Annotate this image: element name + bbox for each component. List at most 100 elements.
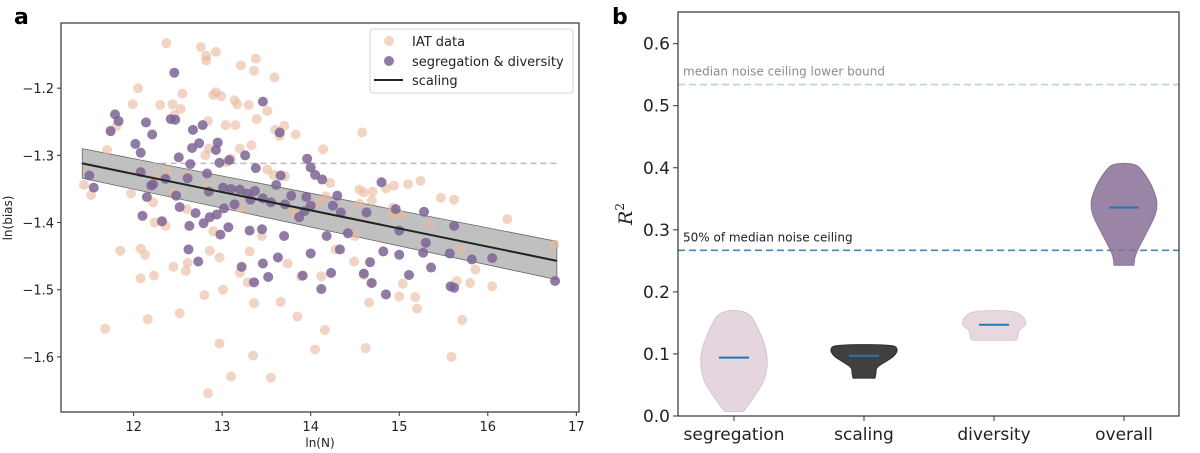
x-axis-ticks-a: 12 13 14 15 16 17: [125, 412, 585, 435]
x-tick-label: 17: [568, 420, 585, 435]
segregation-diversity-point: [171, 190, 182, 201]
segregation-diversity-point: [317, 174, 328, 185]
iat-data-point: [226, 371, 237, 382]
iat-data-point: [251, 114, 262, 125]
iat-data-point: [262, 106, 273, 117]
segregation-diversity-point: [113, 116, 124, 127]
iat-data-point: [115, 245, 126, 256]
reference-line-label: 50% of median noise ceiling: [683, 230, 853, 244]
segregation-diversity-point: [550, 275, 561, 286]
iat-data-point: [325, 177, 336, 188]
iat-data-point: [249, 298, 260, 309]
y-tick-label: 0.1: [643, 345, 670, 365]
iat-data-point: [210, 46, 221, 57]
segregation-diversity-point: [84, 170, 95, 181]
iat-data-point: [456, 244, 467, 255]
iat-data-point: [470, 264, 481, 275]
reference-lines-b: median noise ceiling lower bound 50% of m…: [678, 65, 1179, 252]
violin-scaling: [830, 344, 898, 379]
iat-data-point: [174, 308, 185, 319]
iat-data-point: [319, 325, 330, 336]
iat-data-point: [177, 88, 188, 99]
segregation-diversity-point: [366, 278, 377, 289]
segregation-diversity-point: [202, 168, 213, 179]
segregation-diversity-point: [420, 237, 431, 248]
segregation-diversity-point: [334, 244, 345, 255]
iat-data-point: [234, 143, 245, 154]
segregation-diversity-point: [445, 281, 456, 292]
segregation-diversity-point: [240, 150, 251, 161]
confidence-band: [81, 148, 558, 281]
segregation-diversity-point: [218, 203, 229, 214]
iat-data-point: [79, 179, 90, 190]
iat-data-point: [127, 99, 138, 110]
y-axis-label-b: R2: [613, 203, 637, 226]
segregation-diversity-point: [147, 129, 158, 140]
iat-data-point: [449, 194, 460, 205]
segregation-diversity-point: [215, 229, 226, 240]
segregation-diversity-point: [321, 230, 332, 241]
panel-label-b: b: [612, 5, 628, 30]
iat-data-point: [249, 65, 260, 76]
iat-data-point: [357, 127, 368, 138]
x-tick-label: 15: [391, 420, 408, 435]
segregation-diversity-point: [105, 126, 116, 137]
iat-data-point: [208, 89, 219, 100]
y-axis-ticks-b: 0.0 0.1 0.2 0.3 0.4 0.5 0.6: [643, 35, 678, 427]
violin-overall: [1090, 162, 1158, 266]
panel-b-violin: median noise ceiling lower bound 50% of m…: [613, 11, 1180, 445]
segregation-diversity-point: [197, 120, 208, 131]
segregation-diversity-point: [190, 208, 201, 219]
iat-data-point: [502, 214, 513, 225]
panel-label-a: a: [14, 5, 29, 30]
segregation-diversity-point: [305, 162, 316, 173]
legend: IAT data segregation & diversity scaling: [369, 28, 574, 94]
iat-data-point: [201, 55, 212, 66]
segregation-diversity-point: [257, 258, 268, 269]
segregation-diversity-point: [275, 170, 286, 181]
y-tick-label: −1.4: [22, 217, 54, 232]
segregation-diversity-point: [214, 157, 225, 168]
axes-frame-a: [60, 22, 580, 413]
x-tick-label: 16: [480, 420, 497, 435]
segregation-diversity-point: [137, 210, 148, 221]
segregation-diversity-point: [358, 268, 369, 279]
iat-data-point: [200, 150, 211, 161]
y-tick-label: 0.2: [643, 283, 670, 303]
iat-data-point: [397, 278, 408, 289]
iat-data-point: [125, 188, 136, 199]
iat-data-point: [310, 344, 321, 355]
segregation-diversity-point: [211, 209, 222, 220]
segregation-diversity-point: [224, 155, 235, 166]
segregation-diversity-point: [257, 224, 268, 235]
iat-data-point: [220, 120, 231, 131]
segregation-diversity-point: [156, 216, 167, 227]
reference-line-label: median noise ceiling lower bound: [683, 65, 885, 79]
segregation-diversity-point: [173, 152, 184, 163]
segregation-diversity-point: [279, 230, 290, 241]
segregation-diversity-point: [271, 179, 282, 190]
y-tick-label: −1.6: [22, 351, 54, 366]
violin-segregation: [700, 310, 768, 413]
iat-data-point: [175, 103, 186, 114]
iat-data-point: [366, 195, 377, 206]
segregation-diversity-point: [250, 163, 261, 174]
iat-data-point: [244, 246, 255, 257]
segregation-diversity-point: [390, 204, 401, 215]
panel-a-scatter: 12 13 14 15 16 17 −1.2−1.3−1.4−1.5−1.6 ln(N) …: [1, 22, 585, 450]
segregation-diversity-point: [418, 247, 429, 258]
iat-data-point: [314, 196, 325, 207]
segregation-diversity-point: [249, 277, 260, 288]
y-tick-label: 0.6: [643, 35, 670, 55]
iat-data-point: [349, 256, 360, 267]
iat-data-point: [232, 99, 243, 110]
segregation-diversity-point: [236, 261, 247, 272]
x-tick-label: 12: [125, 420, 142, 435]
iat-data-point: [250, 53, 261, 64]
iat-data-point: [168, 261, 179, 272]
iat-data-point: [133, 83, 144, 94]
iat-data-point: [102, 144, 113, 155]
iat-data-point: [195, 42, 206, 53]
iat-data-point: [155, 99, 166, 110]
iat-data-point: [367, 186, 378, 197]
